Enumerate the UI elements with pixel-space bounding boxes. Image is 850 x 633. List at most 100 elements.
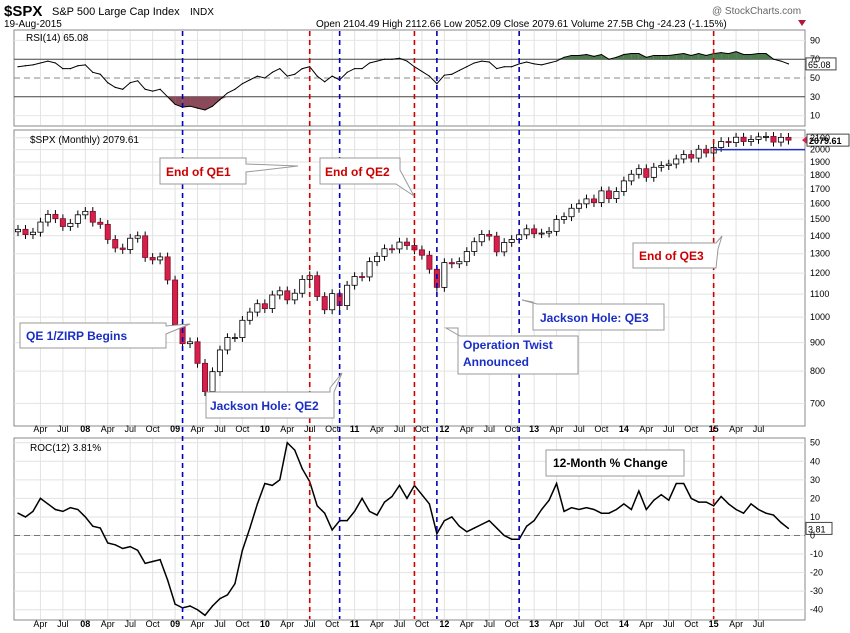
candle-body — [112, 239, 119, 249]
candle-body — [546, 230, 553, 234]
x-tick-label: 15 — [709, 424, 719, 434]
candle-body — [314, 275, 321, 297]
price-candle — [643, 164, 650, 182]
rsi-point — [526, 61, 528, 63]
roc-point — [249, 527, 251, 529]
candle-body — [104, 223, 111, 240]
price-candle — [553, 215, 560, 236]
rsi-point — [615, 56, 618, 58]
x-tick-label: Oct — [684, 619, 699, 629]
price-candle — [127, 233, 134, 254]
roc-point — [645, 508, 648, 511]
candle-body — [561, 216, 568, 220]
price-candle — [568, 203, 575, 222]
x-tick-label: 10 — [260, 424, 270, 434]
rsi-point — [742, 53, 745, 56]
rsi-point — [376, 60, 378, 62]
candle-body — [89, 210, 96, 223]
roc-point — [742, 512, 745, 514]
callout-end-qe3-text: End of QE3 — [639, 249, 704, 263]
price-current-badge — [806, 133, 850, 147]
rsi-point — [735, 51, 737, 53]
rsi-point — [122, 88, 124, 90]
x-tick-label: Jul — [214, 619, 226, 629]
roc-point — [496, 527, 498, 529]
price-tick-label: 1100 — [810, 289, 829, 299]
rsi-point — [563, 56, 565, 58]
candle-body — [164, 256, 171, 281]
roc-tick-label: -20 — [810, 568, 823, 578]
roc-point — [189, 605, 191, 607]
price-candle — [314, 271, 321, 301]
roc-tick-label: -30 — [810, 586, 823, 596]
price-candle — [658, 161, 665, 172]
rsi-point — [99, 73, 101, 75]
candle-body — [366, 261, 373, 278]
candle-body — [493, 235, 500, 253]
candle-body — [643, 168, 650, 178]
roc-line — [17, 441, 789, 617]
candle-body — [508, 239, 515, 243]
price-tick-label: 1700 — [810, 184, 830, 194]
roc-point — [600, 512, 603, 514]
candle-body — [157, 256, 164, 261]
price-candle — [770, 132, 777, 147]
rsi-point — [189, 105, 191, 107]
callout-jh-qe3: Jackson Hole: QE3 — [521, 299, 665, 331]
candle-body — [284, 290, 291, 301]
callout-qe1-begin-text: QE 1/ZIRP Begins — [26, 329, 127, 343]
price-candle — [172, 275, 179, 330]
price-candle — [403, 237, 410, 250]
roc-point — [458, 525, 461, 527]
rsi-overbought-fill — [676, 53, 684, 60]
callout-end-qe1: End of QE1 — [159, 157, 299, 185]
price-candle — [673, 154, 680, 169]
roc-point — [727, 503, 730, 505]
roc-point — [757, 508, 760, 511]
x-tick-label: 14 — [619, 424, 629, 434]
price-candle — [471, 237, 478, 256]
rsi-point — [167, 96, 169, 98]
rsi-point — [391, 58, 393, 60]
x-tick-label: Jul — [753, 619, 765, 629]
rsi-point — [152, 90, 154, 92]
watermark: @ StockCharts.com — [712, 6, 801, 17]
x-tick-label: Apr — [280, 424, 294, 434]
date-label: 19-Aug-2015 — [4, 19, 62, 30]
roc-point — [107, 542, 109, 544]
rsi-point — [301, 68, 303, 70]
rsi-point — [331, 75, 333, 77]
candle-body — [291, 292, 298, 301]
price-candle — [142, 231, 149, 262]
price-candle — [748, 135, 755, 146]
price-candle — [201, 359, 208, 396]
candle-body — [755, 136, 762, 140]
candle-body — [359, 276, 366, 278]
callout-qe1-begin: QE 1/ZIRP Begins — [19, 322, 191, 349]
candle-body — [82, 210, 89, 216]
x-tick-label: 14 — [619, 619, 629, 629]
candle-body — [718, 141, 725, 148]
roc-point — [361, 497, 363, 500]
roc-point — [510, 538, 513, 540]
price-tick-label: 1500 — [810, 214, 830, 224]
rsi-point — [47, 60, 49, 62]
x-tick-label: Oct — [684, 424, 699, 434]
candle-body — [246, 311, 253, 321]
candle-body — [59, 218, 66, 227]
roc-point — [638, 490, 640, 492]
candle-body — [134, 235, 141, 239]
x-tick-label: 15 — [709, 619, 719, 629]
price-candle — [366, 257, 373, 282]
candle-body — [74, 214, 81, 224]
candle-body — [299, 278, 306, 294]
rsi-point — [728, 52, 730, 55]
candle-body — [673, 158, 680, 165]
x-tick-label: Oct — [594, 619, 609, 629]
candle-body — [254, 303, 261, 313]
candle-body — [231, 337, 238, 339]
rsi-point — [24, 65, 27, 67]
candle-body — [187, 341, 194, 345]
roc-point — [533, 519, 535, 522]
rsi-oversold-fill — [212, 96, 220, 107]
